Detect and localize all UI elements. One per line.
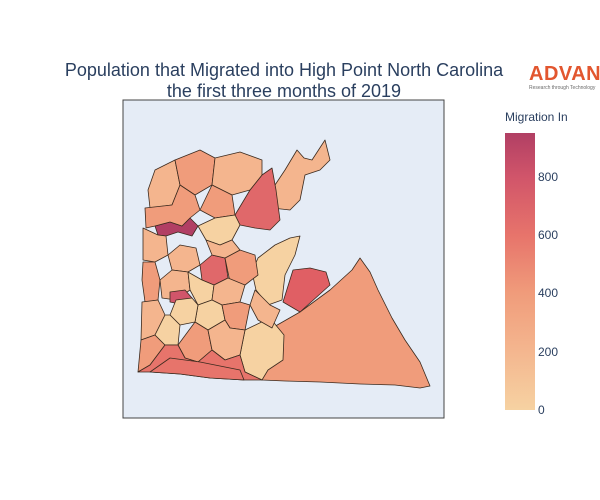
colorbar-tick-label: 0 <box>538 403 545 417</box>
region-west-1 <box>144 184 201 229</box>
logo-wordmark: ADVAN <box>529 63 600 85</box>
colorbar-tick-label: 800 <box>538 169 559 184</box>
colorbar-tick-label: 200 <box>538 344 559 359</box>
census-regions[interactable] <box>137 139 431 389</box>
logo-tagline: Research through Technology <box>529 85 596 91</box>
region-center-5 <box>205 239 241 259</box>
chart-title-line-2: the first three months of 2019 <box>166 81 402 101</box>
region-southeast <box>261 257 431 389</box>
colorbar-tick-label: 600 <box>538 228 559 243</box>
chart-title-line-1: Population that Migrated into High Point… <box>64 60 504 80</box>
region-east-central <box>251 235 301 306</box>
colorbar-gradient <box>505 133 535 410</box>
colorbar-title: Migration In <box>505 110 568 124</box>
region-northeast-strip <box>271 139 331 211</box>
colorbar-tick-label: 400 <box>538 286 559 301</box>
region-east-notch <box>282 267 331 313</box>
advan-logo: ADVAN Research through Technology <box>529 63 600 91</box>
region-south-west-2 <box>149 357 245 381</box>
